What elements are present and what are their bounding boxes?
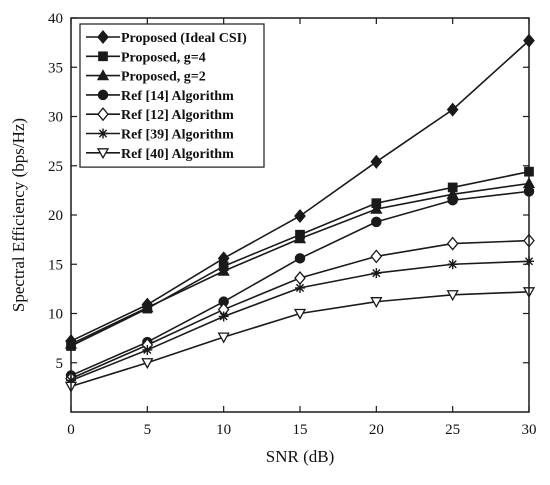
legend-marker	[98, 51, 108, 62]
legend-label: Ref [12] Algorithm	[121, 108, 234, 123]
y-tick-label: 25	[48, 159, 63, 175]
series-point	[293, 232, 307, 244]
x-tick-label: 15	[293, 422, 308, 438]
legend-label: Proposed, g=4	[121, 50, 206, 65]
series-point	[446, 102, 459, 117]
legend-label: Ref [39] Algorithm	[121, 128, 234, 143]
series-point	[294, 253, 306, 264]
series-point	[141, 358, 154, 370]
y-tick-label: 30	[48, 110, 63, 126]
x-tick-label: 5	[144, 422, 152, 438]
y-tick-label: 10	[48, 307, 63, 323]
series-point	[294, 208, 306, 224]
series-point	[371, 216, 382, 228]
series-point	[447, 194, 458, 206]
legend-marker	[97, 89, 109, 101]
legend-item: Proposed, g=4	[86, 50, 206, 65]
legend-marker	[98, 128, 108, 139]
series-point	[217, 332, 230, 344]
y-tick-label: 20	[48, 208, 63, 224]
x-tick-label: 25	[445, 422, 460, 438]
series-point	[370, 154, 383, 169]
y-tick-label: 5	[56, 356, 64, 372]
legend-label: Ref [14] Algorithm	[121, 89, 234, 104]
series-point	[295, 282, 305, 293]
series-point	[293, 308, 307, 320]
x-tick-label: 10	[216, 422, 231, 438]
series-point	[370, 249, 383, 264]
plot-frame	[70, 17, 530, 413]
series-point	[447, 259, 458, 270]
legend-label: Ref [40] Algorithm	[121, 147, 234, 162]
legend-marker	[96, 148, 110, 160]
legend-marker	[97, 29, 109, 45]
legend-label: Proposed, g=2	[121, 70, 206, 85]
legend-item: Proposed (Ideal CSI)	[86, 29, 247, 46]
x-tick-label: 20	[369, 422, 384, 438]
series-point	[370, 297, 383, 309]
series-point	[371, 268, 382, 279]
y-tick-label: 15	[48, 257, 63, 273]
series-point	[370, 202, 383, 214]
y-tick-label: 35	[48, 60, 63, 76]
x-axis-title: SNR (dB)	[266, 447, 334, 466]
series-point	[446, 290, 459, 302]
legend-marker	[96, 69, 110, 81]
legend: Proposed (Ideal CSI) Proposed, g=4 Propose…	[79, 23, 265, 168]
legend-item: Ref [12] Algorithm	[86, 107, 234, 123]
series-point	[218, 311, 229, 322]
legend-item: Proposed, g=2	[86, 69, 206, 85]
series-point	[141, 301, 154, 313]
series-point	[446, 236, 459, 251]
x-tick-label: 30	[522, 422, 537, 438]
x-tick-label: 0	[67, 422, 75, 438]
legend-marker	[97, 107, 109, 122]
legend-item: Ref [40] Algorithm	[86, 147, 234, 162]
series-point	[142, 344, 153, 355]
legend-item: Ref [14] Algorithm	[86, 89, 234, 104]
y-tick-label: 40	[48, 11, 63, 27]
y-axis-title: Spectral Efficiency (bps/Hz)	[9, 118, 28, 312]
legend-item: Ref [39] Algorithm	[86, 128, 234, 143]
series-point	[217, 264, 230, 276]
legend-label: Proposed (Ideal CSI)	[121, 31, 247, 46]
